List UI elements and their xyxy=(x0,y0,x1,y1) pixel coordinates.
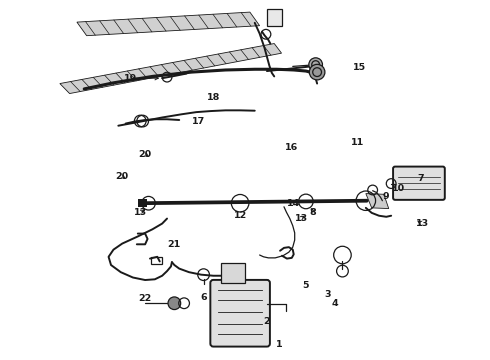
Text: 19: 19 xyxy=(124,74,137,83)
Text: 5: 5 xyxy=(303,281,309,290)
Circle shape xyxy=(309,64,325,80)
Text: 21: 21 xyxy=(168,240,181,249)
Text: 17: 17 xyxy=(192,117,205,126)
Text: 20: 20 xyxy=(116,172,129,181)
FancyBboxPatch shape xyxy=(210,280,270,347)
Text: 4: 4 xyxy=(332,299,339,308)
Circle shape xyxy=(168,297,181,310)
Text: 2: 2 xyxy=(264,316,270,325)
Text: 13: 13 xyxy=(294,214,308,223)
Text: 11: 11 xyxy=(350,138,364,147)
FancyBboxPatch shape xyxy=(393,167,445,200)
Text: 3: 3 xyxy=(324,290,331,299)
Circle shape xyxy=(309,58,322,71)
Text: 20: 20 xyxy=(139,150,152,159)
Text: 16: 16 xyxy=(285,143,298,152)
Text: 7: 7 xyxy=(417,174,424,183)
Polygon shape xyxy=(60,44,282,94)
Polygon shape xyxy=(366,194,389,208)
Text: 22: 22 xyxy=(139,294,152,303)
Text: 13: 13 xyxy=(416,219,429,228)
Text: 1: 1 xyxy=(276,340,282,349)
Polygon shape xyxy=(77,12,260,36)
Text: 13: 13 xyxy=(134,208,147,217)
Text: 10: 10 xyxy=(392,184,405,193)
Text: 18: 18 xyxy=(207,93,220,102)
Text: 12: 12 xyxy=(234,211,247,220)
Bar xyxy=(267,9,282,26)
Text: 14: 14 xyxy=(287,199,300,208)
Bar xyxy=(138,199,147,207)
Bar xyxy=(220,263,245,283)
Text: 15: 15 xyxy=(353,63,366,72)
Bar xyxy=(151,257,162,264)
Text: 8: 8 xyxy=(310,208,317,217)
Text: 6: 6 xyxy=(200,293,207,302)
Text: 9: 9 xyxy=(383,192,390,201)
